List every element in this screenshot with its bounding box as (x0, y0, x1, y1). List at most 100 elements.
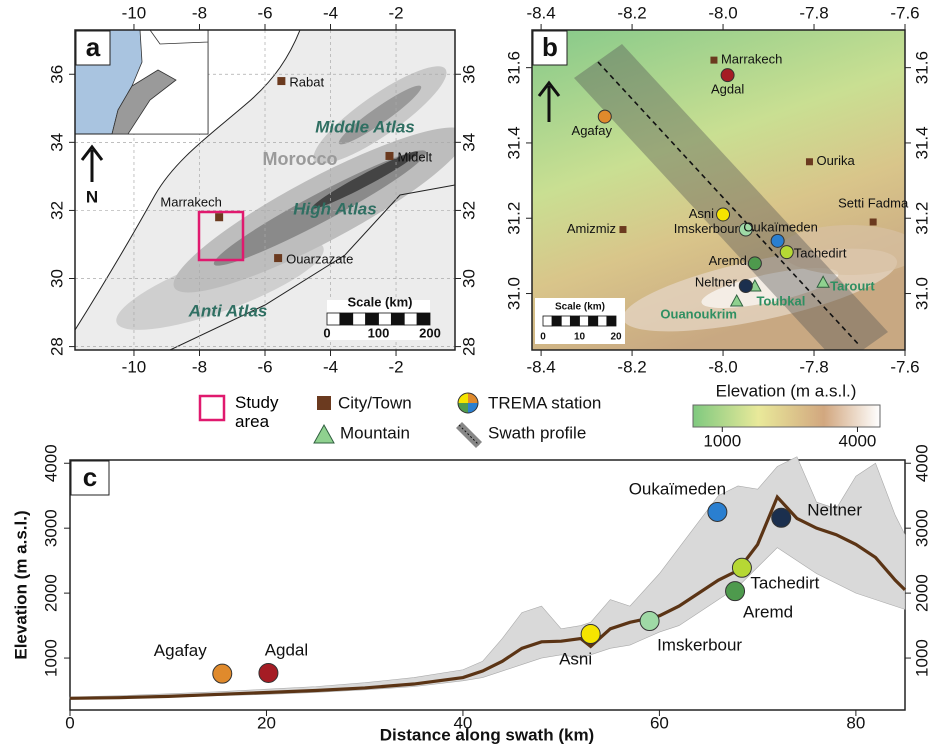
station-marker (772, 508, 791, 527)
legend-label: Mountain (340, 423, 410, 442)
x-tick-label: -8.4 (526, 3, 555, 22)
colorbar-title: Elevation (m a.s.l.) (716, 381, 857, 400)
x-tick-label: -6 (257, 357, 272, 376)
scale-segment (543, 316, 552, 326)
colorbar-tick-label: 1000 (703, 431, 741, 450)
figure-svg: a b City/Town Mountain TREMA station Swa… (0, 0, 934, 744)
x-tick-label: -8 (192, 357, 207, 376)
scale-segment (598, 316, 607, 326)
scale-segment (366, 313, 379, 325)
legend-label: TREMA station (488, 393, 601, 412)
station-marker (780, 246, 793, 259)
city-label: Ouarzazate (286, 252, 353, 267)
legend-label: City/Town (338, 393, 412, 412)
city-marker (619, 226, 626, 233)
station-label: Agdal (265, 640, 308, 659)
legend-label: Swath profile (488, 423, 586, 442)
scale-segment (552, 316, 561, 326)
legend-study-icon (200, 396, 224, 420)
y-tick-label: 1000 (912, 639, 931, 677)
y-axis-title: Elevation (m a.s.l.) (11, 510, 30, 659)
city-label: Ourika (816, 153, 855, 168)
station-label: Oukaïmeden (743, 219, 817, 234)
station-marker (640, 612, 659, 631)
y-tick-label: 30 (47, 269, 66, 288)
scale-segment (379, 313, 392, 325)
scale-tick: 200 (419, 325, 441, 340)
mountain-label: Tarourt (830, 279, 875, 294)
panel-label: b (542, 32, 558, 62)
station-label: Neltner (807, 500, 862, 519)
north-label: N (86, 187, 98, 206)
x-tick-label: -4 (323, 357, 338, 376)
station-marker (739, 280, 752, 293)
colorbar (693, 405, 880, 427)
x-tick-label: -8.2 (617, 357, 646, 376)
region-label: Middle Atlas (315, 117, 415, 136)
y-tick-label: 2000 (41, 574, 60, 612)
city-marker (215, 213, 223, 221)
y-tick-label: 36 (47, 65, 66, 84)
scale-title: Scale (km) (347, 294, 412, 309)
station-label: Agafay (154, 641, 207, 660)
y-tick-label: 32 (459, 201, 478, 220)
legend-label: Study area (235, 393, 297, 431)
x-tick-label: -6 (257, 3, 272, 22)
scale-title: Scale (km) (555, 302, 605, 313)
station-marker (581, 625, 600, 644)
station-marker (771, 234, 784, 247)
station-label: Asni (689, 206, 714, 221)
city-marker (710, 57, 717, 64)
scale-tick: 10 (574, 332, 586, 343)
scale-tick: 100 (368, 325, 390, 340)
legend-station-icon (458, 393, 478, 413)
station-marker (708, 502, 727, 521)
station-label: Tachedirt (750, 573, 819, 592)
station-label: Asni (559, 650, 592, 669)
scale-segment (404, 313, 417, 325)
x-tick-label: -8 (192, 3, 207, 22)
x-tick-label: -2 (388, 3, 403, 22)
y-tick-label: 28 (47, 337, 66, 356)
y-tick-label: 34 (459, 133, 478, 152)
station-marker (726, 582, 745, 601)
mountain-label: Ouanoukrim (660, 306, 737, 321)
x-tick-label: -8.0 (708, 357, 737, 376)
region-label: High Atlas (293, 199, 376, 218)
station-label: Aremd (743, 603, 793, 622)
city-marker (277, 77, 285, 85)
x-tick-label: 20 (257, 713, 276, 732)
city-marker (806, 158, 813, 165)
scale-tick: 0 (540, 332, 546, 343)
x-tick-label: -7.8 (799, 357, 828, 376)
x-tick-label: -8.0 (708, 3, 737, 22)
y-tick-label: 1000 (41, 639, 60, 677)
x-tick-label: 60 (650, 713, 669, 732)
y-tick-label: 31.4 (504, 126, 523, 159)
scale-segment (340, 313, 353, 325)
y-tick-label: 4000 (41, 444, 60, 482)
x-tick-label: -7.6 (890, 357, 919, 376)
legend-swath-icon (456, 422, 482, 448)
y-tick-label: 31.6 (504, 51, 523, 84)
station-marker (717, 208, 730, 221)
city-label: Midelt (397, 149, 432, 164)
x-tick-label: 0 (65, 713, 74, 732)
station-marker (732, 558, 751, 577)
city-marker (870, 219, 877, 226)
mountain-label: Toubkal (756, 293, 805, 308)
city-label: Marrakech (721, 52, 782, 67)
station-label: Imskerbour (657, 636, 742, 655)
scale-segment (391, 313, 404, 325)
x-tick-label: -7.8 (799, 3, 828, 22)
scale-segment (417, 313, 430, 325)
y-tick-label: 31.2 (504, 202, 523, 235)
y-tick-label: 32 (47, 201, 66, 220)
station-marker (213, 664, 232, 683)
city-marker (385, 152, 393, 160)
x-axis-title: Distance along swath (km) (380, 725, 594, 744)
x-tick-label: 40 (453, 713, 472, 732)
y-tick-label: 3000 (912, 509, 931, 547)
station-label: Agdal (711, 82, 744, 97)
scale-tick: 0 (323, 325, 330, 340)
